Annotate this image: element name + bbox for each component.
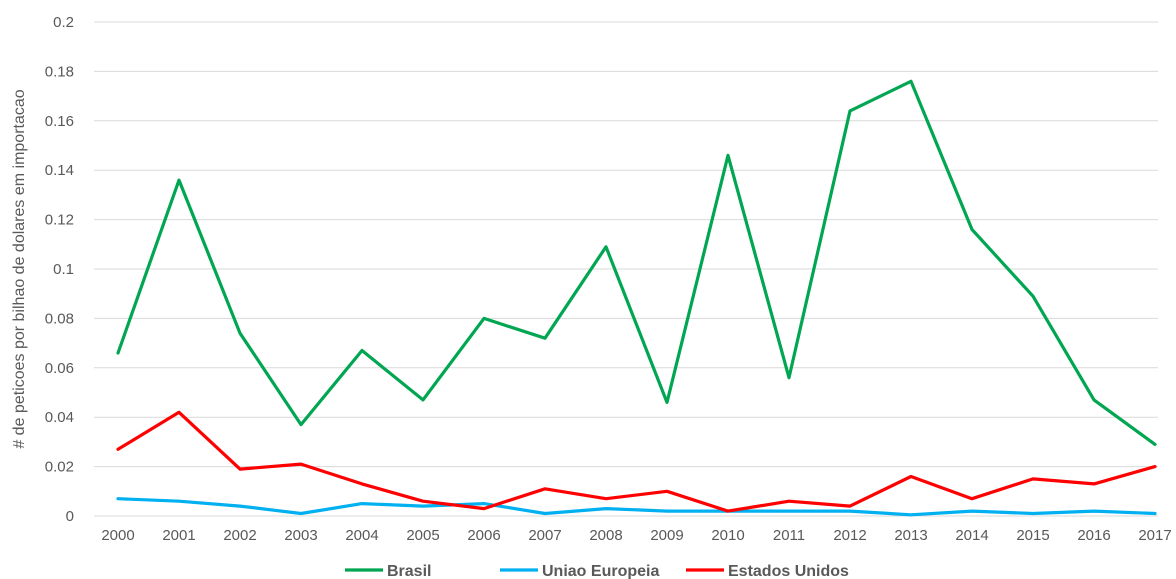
y-tick-label: 0.16 [45,113,74,130]
y-tick-label: 0.08 [45,310,74,327]
legend-label: Estados Unidos [728,563,849,579]
legend: Brasil Uniao Europeia Estados Unidos [345,563,849,579]
x-tick-label: 2011 [773,527,805,544]
x-tick-label: 2001 [162,527,195,544]
legend-label: Uniao Europeia [542,563,659,579]
legend-item: Uniao Europeia [500,563,659,579]
gridlines [94,21,1158,517]
x-tick-label: 2012 [833,527,866,544]
x-tick-label: 2009 [650,527,683,544]
y-tick-label: 0.12 [45,212,74,229]
x-tick-label: 2014 [955,527,988,544]
y-tick-label: 0 [66,508,74,525]
series-line-brasil [116,79,1157,446]
y-tick-label: 0.14 [45,162,74,179]
x-tick-label: 2002 [223,527,256,544]
x-tick-label: 2000 [101,527,134,544]
y-axis-label: # de peticoes por bilhao de dolares em i… [11,89,28,448]
series-line-uniao-europeia [116,497,1157,517]
y-tick-label: 0.04 [45,409,74,426]
x-tick-label: 2004 [345,527,378,544]
y-tick-label: 0.18 [45,63,74,80]
legend-item: Brasil [345,563,431,579]
x-axis-ticks: 2000 2001 2002 2003 2004 2005 2006 2007 2008 2009… [101,527,1171,544]
x-tick-label: 2016 [1077,527,1110,544]
x-tick-label: 2003 [284,527,317,544]
x-tick-label: 2007 [528,527,561,544]
x-tick-label: 2010 [711,527,744,544]
y-tick-label: 0.2 [53,14,74,31]
series-lines [116,79,1157,517]
x-tick-label: 2017 [1138,527,1171,544]
legend-item: Estados Unidos [686,563,849,579]
y-tick-label: 0.1 [53,261,74,278]
x-tick-label: 2013 [894,527,927,544]
legend-label: Brasil [387,563,431,579]
x-tick-label: 2008 [589,527,622,544]
y-axis-ticks: 0 0.02 0.04 0.06 0.08 0.1 0.12 0.14 0.16 0.18 0.2 [45,14,74,525]
x-tick-label: 2015 [1016,527,1049,544]
x-tick-label: 2005 [406,527,439,544]
y-tick-label: 0.02 [45,459,74,476]
y-tick-label: 0.06 [45,360,74,377]
x-tick-label: 2006 [467,527,500,544]
series-line-estados-unidos [116,410,1157,513]
